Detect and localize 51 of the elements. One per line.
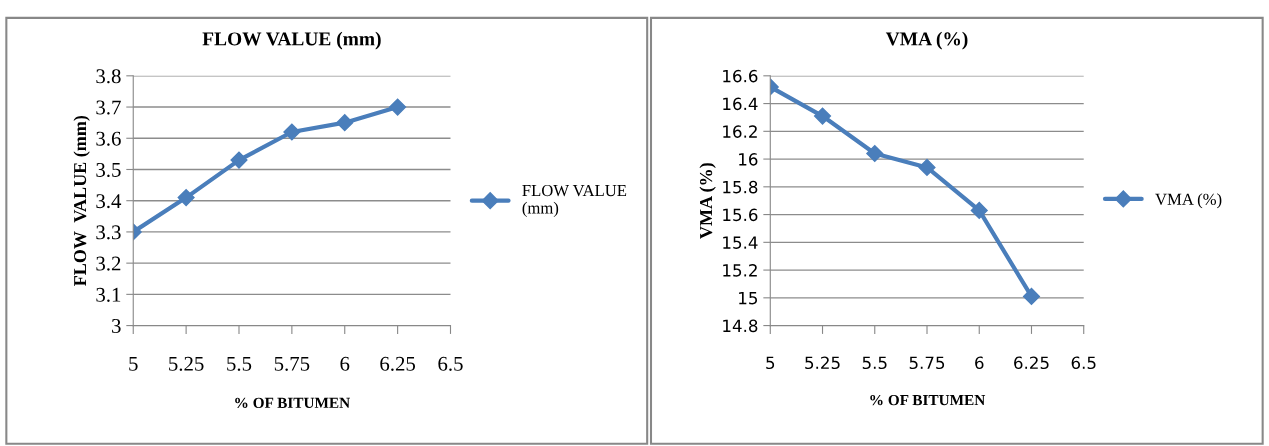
point	[970, 201, 988, 219]
y-tick-label: 3.1	[96, 287, 121, 302]
point	[336, 114, 354, 132]
point	[866, 144, 884, 163]
point	[230, 151, 248, 169]
y-tick-label: 16	[739, 153, 758, 166]
y-tick-label: 3.6	[96, 131, 121, 146]
x-tick-label: 5.25	[805, 356, 840, 370]
y-tick-label: 3.2	[96, 256, 121, 271]
y-tick-label: 15.4	[723, 236, 758, 249]
y-tick-label: 16.2	[723, 125, 757, 138]
y-tick-label: 3.4	[96, 194, 122, 209]
y-tick-label: 3.5	[96, 162, 121, 177]
x-tick-label: 5.75	[909, 356, 945, 370]
x-tick-label: 6.25	[1014, 356, 1049, 370]
x-tick-label: 5.5	[227, 356, 252, 371]
legend-label: FLOW VALUE (mm)	[522, 184, 627, 217]
x-tick-label: 6.5	[438, 356, 463, 371]
y-tick-label: 15.6	[723, 208, 758, 222]
x-tick-label: 6.25	[380, 356, 416, 371]
y-axis-title: VMA (%)	[699, 163, 716, 239]
y-tick-label: 16.4	[723, 97, 758, 111]
point	[918, 158, 936, 176]
chart-title: VMA (%)	[885, 31, 968, 50]
y-tick-label: 15	[739, 292, 758, 305]
point	[389, 98, 407, 116]
x-tick-label: 5.5	[862, 356, 887, 370]
chart-title: FLOW VALUE (mm)	[202, 31, 381, 50]
x-tick-label: 5	[766, 356, 775, 370]
y-axis-title: FLOW VALUE (mm)	[73, 115, 90, 286]
y-tick-label: 3.7	[96, 100, 121, 115]
y-tick-label: 3.3	[96, 225, 121, 240]
y-tick-label: 16.6	[723, 69, 758, 83]
x-axis-title: % OF BITUMEN	[235, 397, 350, 409]
y-tick-label: 15.8	[723, 180, 758, 194]
x-tick-label: 6	[340, 356, 350, 371]
x-tick-label: 5.75	[274, 356, 310, 371]
x-axis-title: % OF BITUMEN	[870, 394, 986, 406]
x-tick-label: 6.5	[1071, 356, 1096, 370]
point	[813, 107, 832, 125]
y-tick-label: 15.2	[723, 264, 757, 277]
y-tick-label: 3	[112, 319, 121, 334]
y-tick-label: 3.8	[96, 69, 121, 84]
x-tick-label: 6	[975, 356, 984, 370]
point	[177, 189, 195, 207]
y-tick-label: 14.8	[723, 319, 758, 333]
x-tick-label: 5.25	[169, 356, 204, 371]
point	[1022, 287, 1041, 305]
legend-label: VMA (%)	[1155, 193, 1222, 209]
x-tick-label: 5	[129, 356, 138, 371]
point	[283, 123, 301, 141]
